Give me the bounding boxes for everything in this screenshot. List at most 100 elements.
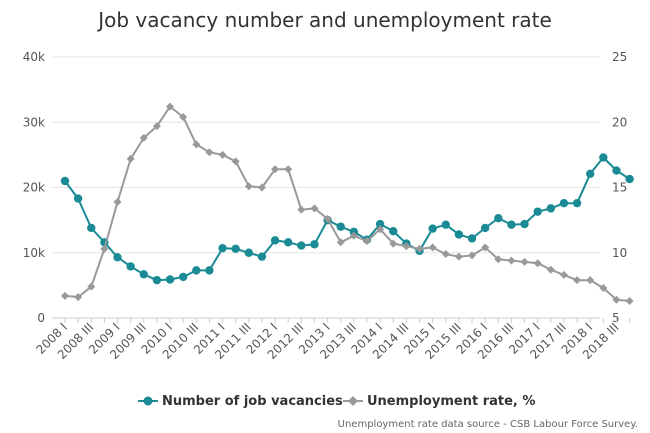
data-point-vacancies[interactable] xyxy=(559,198,569,208)
data-point-unemployment[interactable] xyxy=(481,243,490,252)
data-point-vacancies[interactable] xyxy=(480,223,490,233)
data-point-unemployment[interactable] xyxy=(559,270,568,279)
data-point-unemployment[interactable] xyxy=(507,256,516,265)
data-point-vacancies[interactable] xyxy=(625,174,634,184)
data-point-unemployment[interactable] xyxy=(468,251,477,260)
data-point-vacancies[interactable] xyxy=(73,194,83,203)
data-point-unemployment[interactable] xyxy=(297,205,306,214)
data-point-unemployment[interactable] xyxy=(100,244,109,253)
data-point-vacancies[interactable] xyxy=(507,220,516,229)
data-point-vacancies[interactable] xyxy=(612,166,621,175)
y-right-tick-label: 15 xyxy=(612,181,627,195)
data-point-vacancies[interactable] xyxy=(572,198,582,208)
data-point-unemployment[interactable] xyxy=(402,242,411,251)
y-left-tick-label: 10k xyxy=(23,246,45,260)
data-point-vacancies[interactable] xyxy=(192,266,201,275)
data-point-vacancies[interactable] xyxy=(126,262,135,271)
data-point-vacancies[interactable] xyxy=(139,270,148,279)
data-point-vacancies[interactable] xyxy=(165,275,175,284)
legend-label-unemployment: Unemployment rate, % xyxy=(367,394,535,409)
data-point-vacancies[interactable] xyxy=(546,204,556,213)
data-point-unemployment[interactable] xyxy=(336,238,345,247)
data-point-unemployment[interactable] xyxy=(586,276,595,285)
data-point-unemployment[interactable] xyxy=(231,157,240,166)
data-point-vacancies[interactable] xyxy=(205,266,214,275)
data-point-unemployment[interactable] xyxy=(362,237,371,246)
chart-title: Job vacancy number and unemployment rate xyxy=(96,8,552,32)
data-point-unemployment[interactable] xyxy=(389,239,398,248)
data-point-vacancies[interactable] xyxy=(494,213,503,223)
data-point-unemployment[interactable] xyxy=(454,252,463,261)
data-point-unemployment[interactable] xyxy=(152,122,161,131)
data-point-unemployment[interactable] xyxy=(376,225,385,234)
data-point-unemployment[interactable] xyxy=(625,297,634,306)
data-point-vacancies[interactable] xyxy=(310,240,319,249)
data-point-unemployment[interactable] xyxy=(494,255,503,264)
y-left-tick-label: 0 xyxy=(37,311,45,325)
data-point-unemployment[interactable] xyxy=(533,259,542,268)
data-point-vacancies[interactable] xyxy=(428,224,437,233)
data-point-vacancies[interactable] xyxy=(454,230,464,239)
data-point-unemployment[interactable] xyxy=(599,283,608,292)
data-point-unemployment[interactable] xyxy=(271,165,280,174)
data-point-unemployment[interactable] xyxy=(546,265,555,274)
legend[interactable]: Number of job vacancies Unemployment rat… xyxy=(138,394,535,409)
data-point-unemployment[interactable] xyxy=(74,293,83,302)
data-point-vacancies[interactable] xyxy=(270,236,280,245)
data-point-unemployment[interactable] xyxy=(284,165,293,174)
data-point-unemployment[interactable] xyxy=(310,204,319,213)
y-axis-right: 5 10 15 20 25 xyxy=(612,50,627,325)
y-left-tick-label: 40k xyxy=(23,50,45,64)
data-point-vacancies[interactable] xyxy=(586,169,595,178)
data-point-unemployment[interactable] xyxy=(573,276,582,285)
data-point-vacancies[interactable] xyxy=(257,252,267,261)
data-point-vacancies[interactable] xyxy=(244,248,254,257)
data-point-vacancies[interactable] xyxy=(441,220,450,229)
data-point-unemployment[interactable] xyxy=(113,197,122,206)
data-point-unemployment[interactable] xyxy=(349,231,358,240)
data-point-unemployment[interactable] xyxy=(218,150,227,159)
data-point-unemployment[interactable] xyxy=(205,148,214,157)
data-point-unemployment[interactable] xyxy=(612,295,621,304)
y-left-tick-label: 30k xyxy=(23,115,45,129)
legend-item-vacancies[interactable]: Number of job vacancies xyxy=(138,394,343,409)
data-point-unemployment[interactable] xyxy=(126,154,135,163)
data-point-vacancies[interactable] xyxy=(599,153,608,162)
y-right-tick-label: 5 xyxy=(612,311,620,325)
data-point-unemployment[interactable] xyxy=(87,282,96,291)
data-point-unemployment[interactable] xyxy=(139,133,148,142)
y-right-tick-label: 25 xyxy=(612,50,627,64)
data-point-unemployment[interactable] xyxy=(323,214,332,223)
data-point-vacancies[interactable] xyxy=(375,219,385,229)
grid xyxy=(52,56,600,319)
legend-item-unemployment[interactable]: Unemployment rate, % xyxy=(343,394,535,409)
data-point-unemployment[interactable] xyxy=(441,250,450,259)
y-axis-left: 0 10k 20k 30k 40k xyxy=(23,50,45,325)
data-point-vacancies[interactable] xyxy=(218,243,227,253)
data-point-vacancies[interactable] xyxy=(231,244,240,254)
data-point-vacancies[interactable] xyxy=(336,222,345,231)
data-point-vacancies[interactable] xyxy=(87,223,96,233)
data-point-vacancies[interactable] xyxy=(467,234,477,243)
data-point-unemployment[interactable] xyxy=(244,182,253,191)
data-point-unemployment[interactable] xyxy=(415,244,424,253)
data-point-vacancies[interactable] xyxy=(178,272,188,282)
data-point-unemployment[interactable] xyxy=(179,113,188,122)
data-point-vacancies[interactable] xyxy=(152,275,162,285)
data-point-vacancies[interactable] xyxy=(284,238,293,247)
data-point-vacancies[interactable] xyxy=(533,207,542,216)
data-point-unemployment[interactable] xyxy=(428,243,437,252)
data-point-unemployment[interactable] xyxy=(257,183,266,192)
data-point-vacancies[interactable] xyxy=(520,219,529,229)
data-point-unemployment[interactable] xyxy=(61,291,69,300)
data-point-unemployment[interactable] xyxy=(520,257,529,266)
data-point-vacancies[interactable] xyxy=(60,176,70,186)
data-point-vacancies[interactable] xyxy=(113,253,122,262)
data-point-unemployment[interactable] xyxy=(192,140,201,149)
data-point-vacancies[interactable] xyxy=(389,227,398,236)
data-point-vacancies[interactable] xyxy=(297,241,306,250)
data-point-unemployment[interactable] xyxy=(166,102,175,111)
source-note: Unemployment rate data source - CSB Labo… xyxy=(338,419,638,430)
series-group xyxy=(60,102,634,306)
